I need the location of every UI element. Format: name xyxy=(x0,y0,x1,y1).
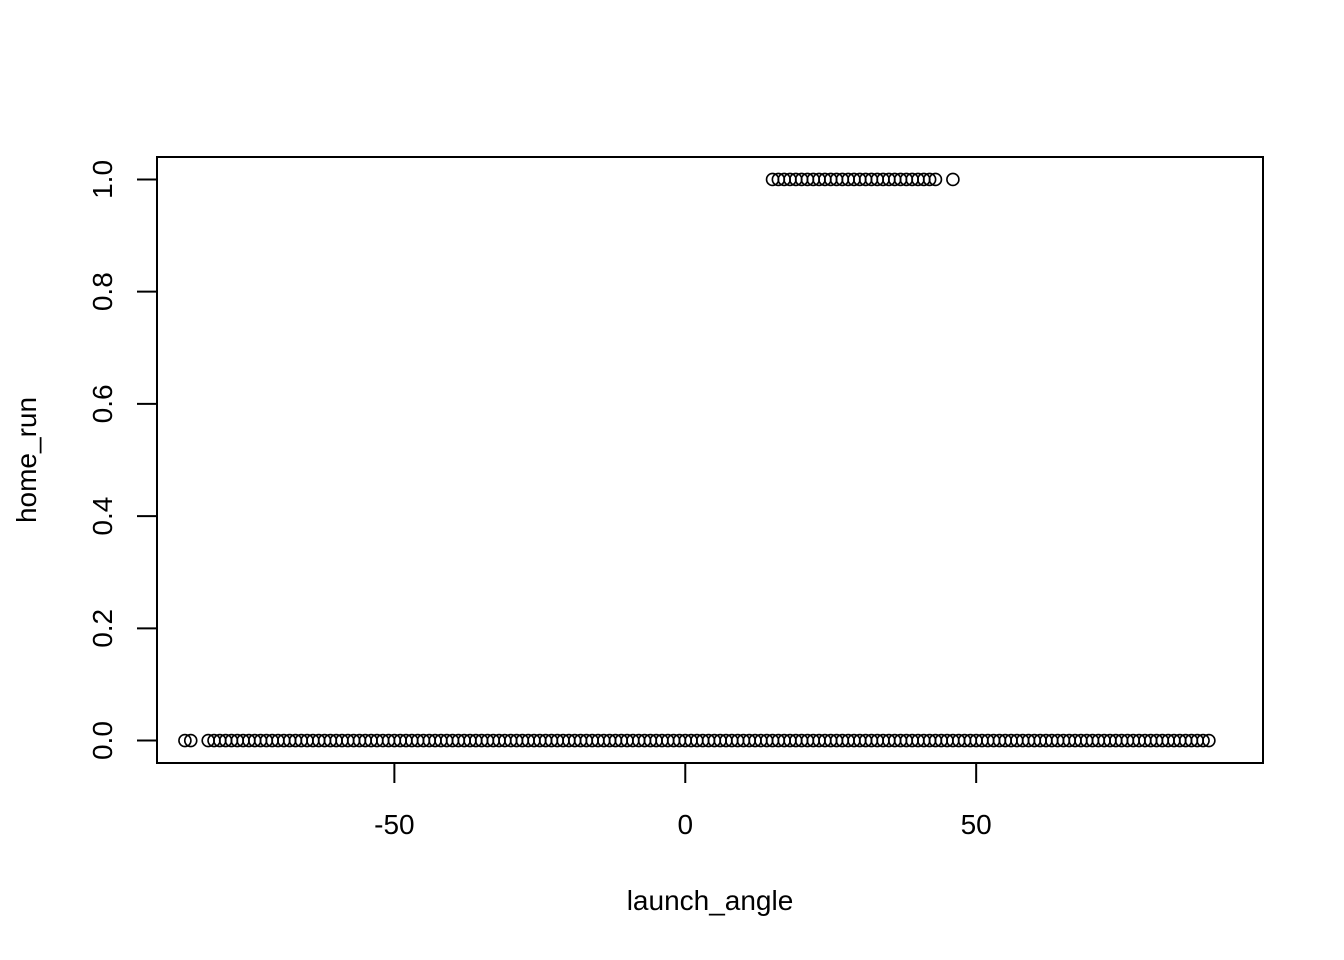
x-axis-title: launch_angle xyxy=(627,885,794,916)
data-point xyxy=(946,172,960,187)
x-tick-label: 0 xyxy=(677,809,693,840)
y-axis: 0.0 0.2 0.4 0.6 0.8 1.0 xyxy=(87,160,158,760)
data-point xyxy=(178,733,192,748)
data-point xyxy=(928,172,943,187)
data-point xyxy=(1202,733,1216,748)
y-tick-label: 0.2 xyxy=(87,609,118,648)
y-tick-label: 0.0 xyxy=(87,721,118,760)
y-tick-label: 0.8 xyxy=(87,272,118,311)
data-point xyxy=(183,733,198,748)
x-axis: -50 0 50 xyxy=(374,762,992,840)
y-axis-title: home_run xyxy=(11,397,42,523)
points-layer xyxy=(178,172,1216,748)
y-tick-label: 1.0 xyxy=(87,160,118,199)
x-tick-label: -50 xyxy=(374,809,414,840)
data-point xyxy=(922,172,937,187)
y-tick-label: 0.4 xyxy=(87,497,118,536)
data-point xyxy=(1196,733,1210,748)
plot-frame xyxy=(156,156,1264,764)
x-tick-label: 50 xyxy=(961,809,992,840)
y-tick-label: 0.6 xyxy=(87,384,118,423)
